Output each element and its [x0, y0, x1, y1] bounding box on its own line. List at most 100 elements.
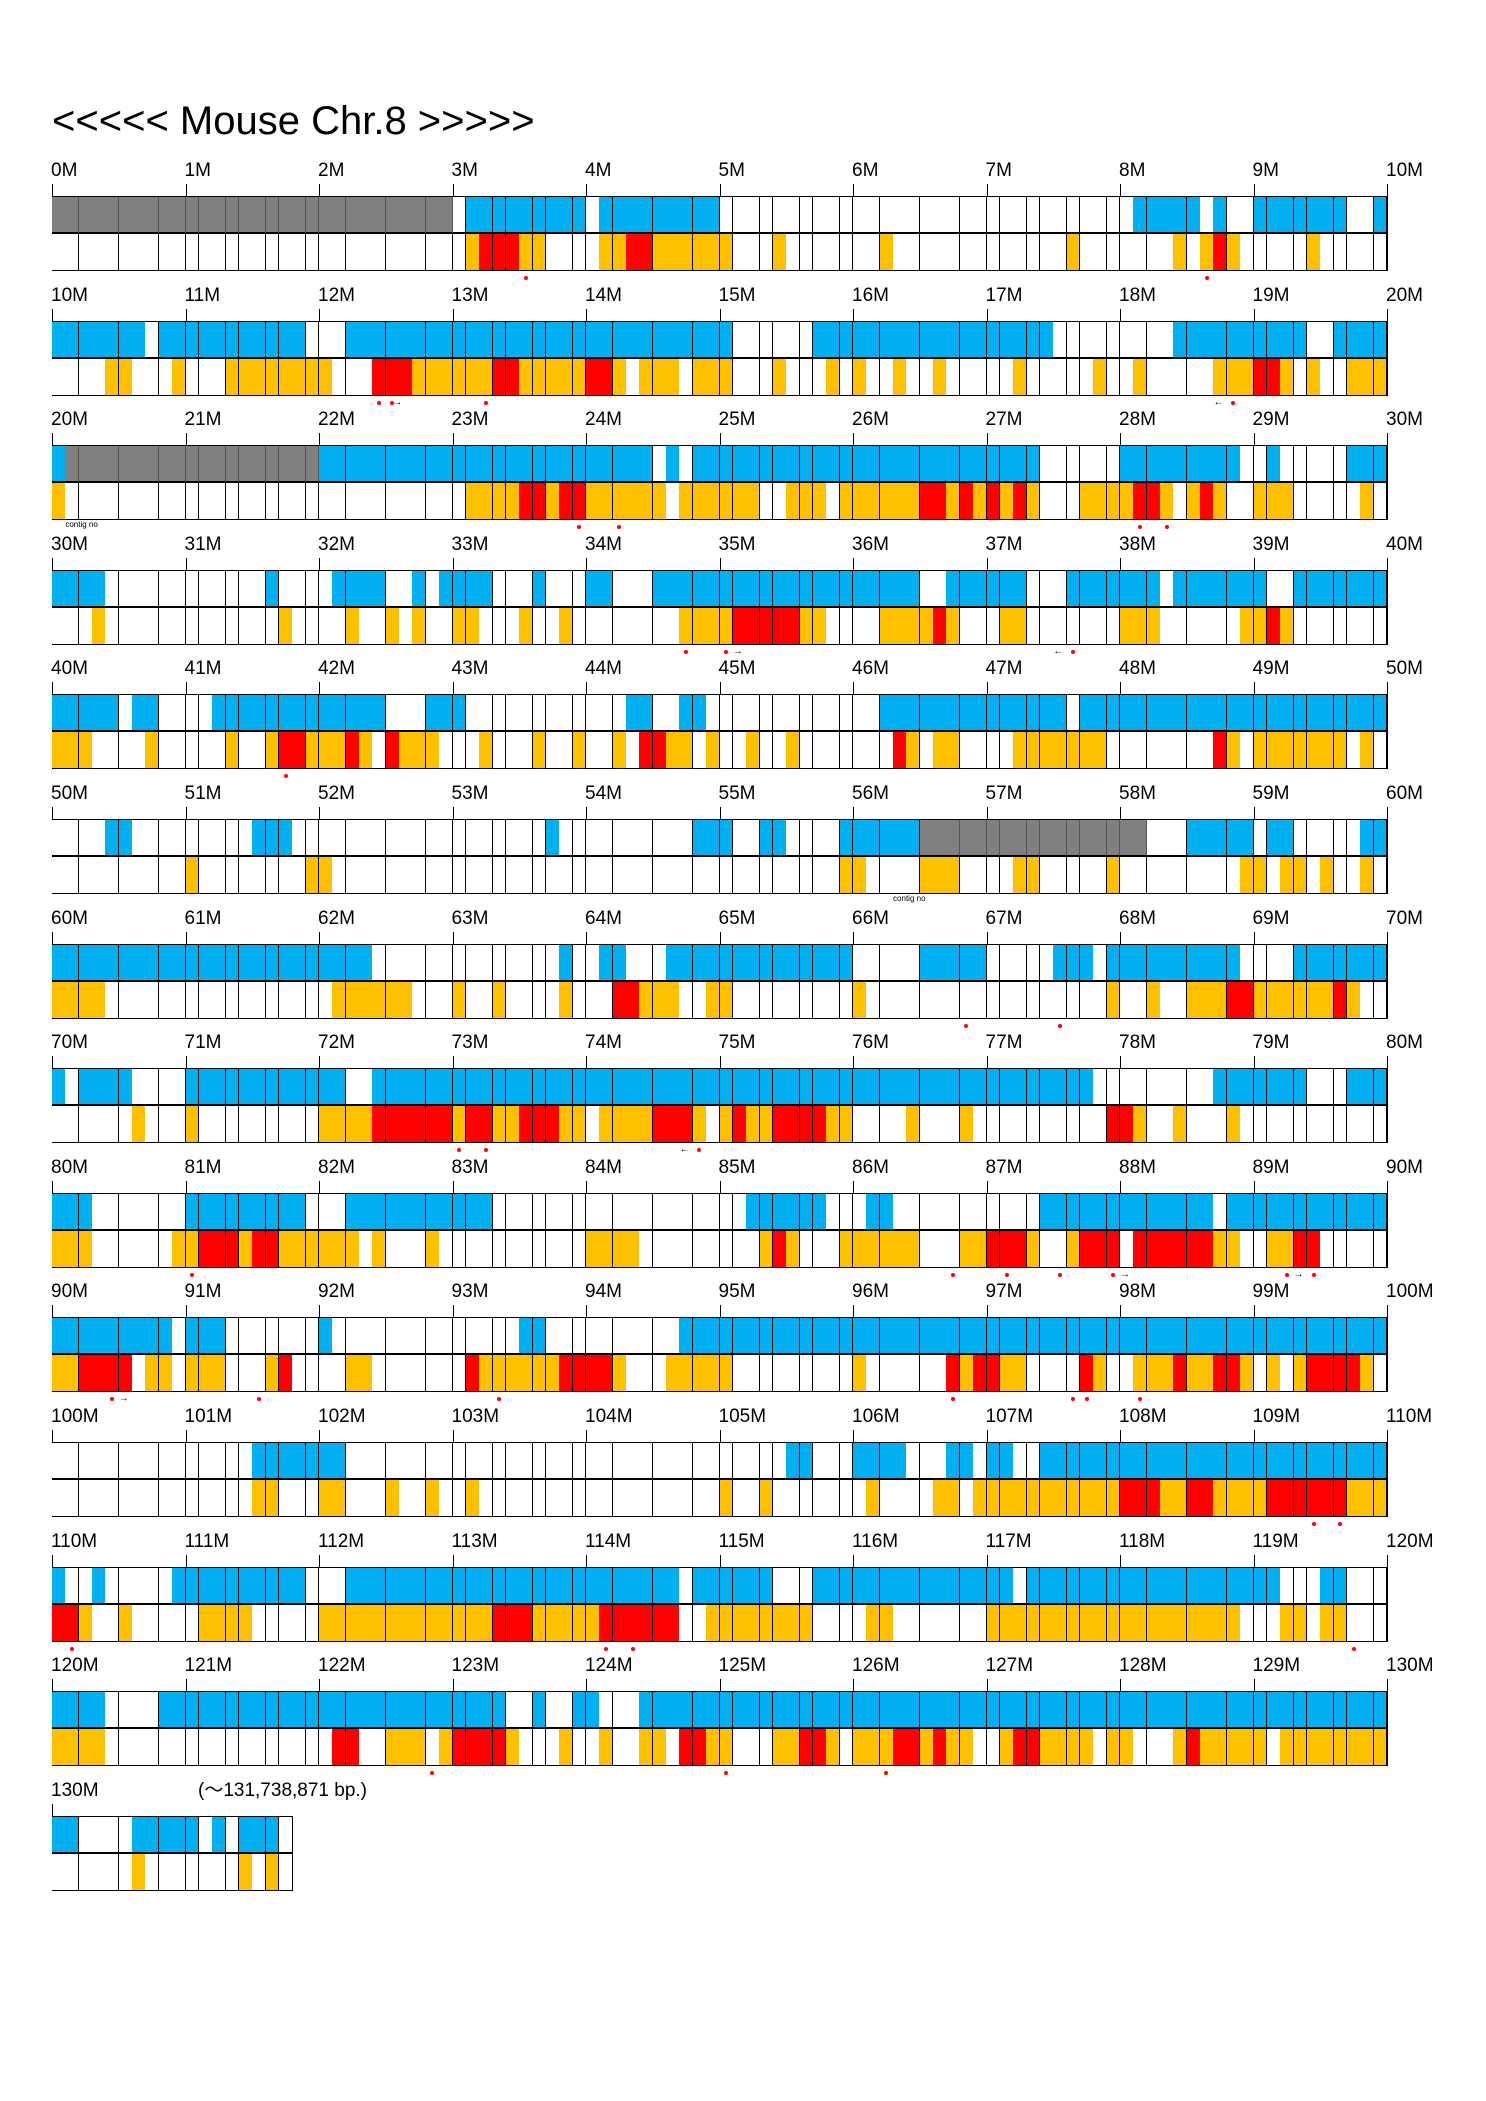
contig-cell — [225, 446, 240, 483]
marker-cell — [666, 234, 680, 270]
marker-cell — [612, 607, 627, 644]
contig-cell — [1173, 1193, 1188, 1230]
marker-cell — [879, 607, 894, 644]
marker-cell — [572, 1230, 587, 1267]
marker-cell — [385, 981, 400, 1018]
contig-cell — [1120, 570, 1134, 607]
contig-cell — [746, 1567, 761, 1604]
marker-cell — [479, 607, 494, 644]
contig-cell — [332, 1069, 347, 1106]
contig-cell — [332, 1193, 347, 1230]
marker-cell — [866, 1106, 881, 1143]
marker-cell — [1306, 1106, 1321, 1143]
marker-cell — [372, 1604, 387, 1641]
contig-cell — [492, 944, 507, 981]
marker-cell — [1240, 1355, 1254, 1392]
contig-cell — [1079, 570, 1094, 607]
marker-cell — [412, 732, 427, 769]
contig-cell — [185, 1318, 200, 1355]
marker-cell — [1280, 1729, 1295, 1766]
contig-cell — [1200, 820, 1214, 856]
tick-mark — [1253, 557, 1255, 570]
marker-cell — [492, 732, 507, 769]
contig-cell — [812, 695, 827, 732]
marker-cell — [1373, 1729, 1388, 1766]
contig-cell — [1106, 1443, 1121, 1479]
contig-cell — [1226, 197, 1241, 233]
marker-cell — [452, 483, 467, 520]
marker-cell — [732, 1106, 747, 1143]
marker-cell — [586, 483, 600, 520]
tick-mark — [452, 433, 454, 446]
marker-cell — [1253, 483, 1268, 520]
marker-cell — [519, 1106, 534, 1143]
contig-cell — [1253, 1443, 1268, 1479]
contig-cell — [759, 820, 774, 856]
tick-label: 38M — [1119, 533, 1156, 555]
contig-cell — [545, 1069, 560, 1106]
contig-cell — [999, 1193, 1014, 1230]
contig-cell — [719, 570, 734, 607]
contig-cell — [265, 1318, 280, 1355]
marker-cell — [1333, 1729, 1348, 1766]
marker-cell — [319, 981, 333, 1018]
marker-cell — [893, 1230, 907, 1267]
marker-cell — [118, 1355, 133, 1392]
marker-cell — [452, 1355, 467, 1392]
marker-cell — [1026, 483, 1041, 520]
marker-cell — [706, 981, 720, 1018]
contig-cell — [1133, 944, 1148, 981]
tick-mark — [185, 1430, 187, 1442]
contig-cell — [1226, 695, 1241, 732]
contig-cell — [706, 1692, 720, 1729]
marker-cell — [706, 1604, 720, 1641]
contig-cell — [893, 446, 907, 483]
contig-cell — [52, 1443, 66, 1479]
tick-label: 42M — [318, 658, 355, 680]
contig-cell — [1106, 321, 1121, 358]
marker-cell — [1253, 1729, 1268, 1766]
contig-cell — [1093, 1069, 1108, 1106]
marker-cell — [359, 1355, 373, 1392]
contig-cell — [1280, 570, 1295, 607]
contig-cell — [519, 321, 534, 358]
contig-cell — [1213, 1318, 1228, 1355]
marker-cell — [1039, 1106, 1054, 1143]
marker-cell — [839, 234, 854, 270]
tick-label: 123M — [451, 1655, 500, 1677]
contig-cell — [465, 820, 480, 856]
contig-cell — [639, 446, 654, 483]
tick-label: 80M — [1386, 1032, 1423, 1054]
contig-cell — [359, 1443, 373, 1479]
marker-cell — [1173, 857, 1188, 893]
marker-cell — [1266, 358, 1281, 395]
marker-cell — [746, 1355, 761, 1392]
marker-cell — [145, 1230, 160, 1267]
marker-cell — [78, 234, 93, 270]
marker-cell — [1026, 1106, 1041, 1143]
marker-cell — [1066, 234, 1081, 270]
contig-cell — [772, 1567, 787, 1604]
marker-cell — [1066, 857, 1081, 893]
marker-cell — [532, 1230, 547, 1267]
tick-label: 125M — [718, 1655, 767, 1677]
contig-cell — [879, 1069, 894, 1106]
contig-cell — [1306, 1193, 1321, 1230]
marker-cell — [799, 1355, 814, 1392]
tick-mark — [185, 682, 187, 695]
contig-cell — [679, 321, 694, 358]
contig-cell — [292, 1069, 307, 1106]
marker-cell — [759, 1106, 774, 1143]
contig-cell — [1079, 820, 1094, 856]
contig-cell — [145, 1318, 160, 1355]
contig-cell — [278, 570, 293, 607]
marker-cell — [839, 1230, 854, 1267]
marker-cell — [999, 1604, 1014, 1641]
contig-cell — [278, 1069, 293, 1106]
contig-cell — [786, 695, 801, 732]
contig-cell — [719, 1567, 734, 1604]
marker-cell — [666, 1355, 680, 1392]
marker-cell — [919, 857, 934, 893]
marker-cell — [1093, 607, 1108, 644]
marker-cell — [1079, 857, 1094, 893]
